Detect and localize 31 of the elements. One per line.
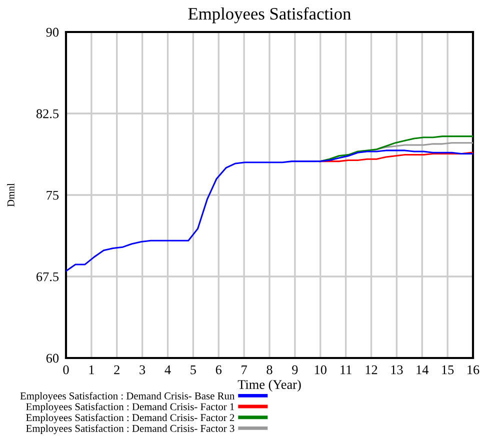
chart-title: Employees Satisfaction — [188, 7, 351, 24]
x-tick-label: 12 — [366, 365, 378, 374]
x-tick-label: 13 — [391, 365, 403, 374]
x-tick-label: 16 — [468, 365, 480, 374]
x-tick-label: 5 — [190, 365, 196, 374]
y-tick-label: 90 — [46, 28, 59, 37]
y-axis-title: Dmnl — [7, 183, 14, 207]
x-tick-label: 8 — [266, 365, 272, 374]
x-tick-label: 11 — [340, 365, 352, 374]
x-tick-label: 6 — [216, 365, 222, 374]
x-tick-label: 14 — [416, 365, 429, 374]
y-tick-label: 67.5 — [36, 272, 59, 282]
legend-label: Employees Satisfaction : Demand Crisis- Factor 2 — [26, 414, 234, 424]
line-series — [66, 150, 473, 272]
x-tick-label: 9 — [292, 365, 298, 374]
x-tick-label: 7 — [242, 365, 247, 374]
x-tick-label: 0 — [63, 365, 69, 374]
y-tick-label: 75 — [46, 190, 59, 200]
x-tick-label: 3 — [140, 365, 146, 374]
legend-label: Employees Satisfaction : Demand Crisis- Base Run — [20, 392, 235, 402]
x-tick-label: 4 — [164, 365, 171, 374]
y-tick-label: 82.5 — [36, 109, 59, 118]
y-tick-label: 60 — [46, 354, 59, 363]
x-tick-label: 2 — [114, 365, 120, 374]
x-tick-label: 1 — [89, 365, 94, 374]
x-tick-label: 10 — [314, 365, 326, 374]
x-axis-title: Time (Year) — [238, 380, 301, 392]
legend-label: Employees Satisfaction : Demand Crisis- Factor 3 — [26, 424, 234, 434]
line-series — [319, 136, 473, 162]
x-tick-label: 15 — [442, 365, 454, 374]
legend-label: Employees Satisfaction : Demand Crisis- Factor 1 — [26, 402, 234, 412]
